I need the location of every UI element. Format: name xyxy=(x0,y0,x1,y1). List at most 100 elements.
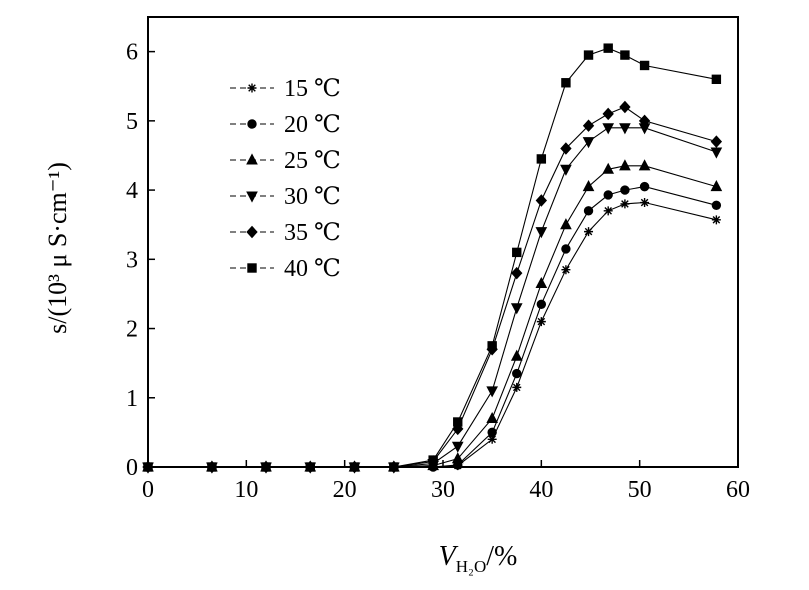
data-point xyxy=(560,142,572,155)
series-square xyxy=(143,43,722,472)
y-tick-label: 1 xyxy=(126,386,138,412)
series-triangle-down xyxy=(142,123,723,474)
legend-marker xyxy=(246,191,258,203)
y-tick-label: 5 xyxy=(126,109,138,135)
data-point xyxy=(486,411,498,424)
data-point xyxy=(619,159,631,171)
data-point xyxy=(510,303,523,315)
x-axis-title: VH₂O/% xyxy=(439,541,518,576)
legend-item: 30 ℃ xyxy=(230,184,341,210)
series-line xyxy=(148,127,717,468)
data-point xyxy=(486,386,498,398)
data-point xyxy=(207,462,217,472)
data-point xyxy=(536,299,547,310)
data-point xyxy=(619,123,631,135)
data-point xyxy=(535,194,548,207)
x-axis-title-main: V xyxy=(439,541,459,572)
data-point xyxy=(603,190,613,200)
data-point xyxy=(582,119,595,132)
data-point xyxy=(710,180,723,192)
data-point xyxy=(620,50,630,60)
data-point xyxy=(639,60,650,71)
series-group xyxy=(142,43,723,474)
data-point xyxy=(510,349,523,361)
series-star xyxy=(143,198,721,472)
legend-label: 40 ℃ xyxy=(284,256,341,282)
legend-item: 35 ℃ xyxy=(230,220,341,246)
data-point xyxy=(487,427,497,438)
data-point xyxy=(582,137,595,149)
data-point xyxy=(711,200,722,211)
data-point xyxy=(305,462,315,472)
data-point xyxy=(561,244,571,254)
legend-label: 20 ℃ xyxy=(284,112,341,138)
data-point xyxy=(535,276,548,289)
y-tick-label: 4 xyxy=(126,178,138,204)
axis-ticks: 0 10 20 30 40 50 60 0 1 2 3 4 5 6 xyxy=(126,40,750,503)
x-axis-title-unit: /% xyxy=(486,541,517,572)
data-point xyxy=(620,185,630,195)
y-tick-label: 0 xyxy=(126,455,138,481)
data-point xyxy=(536,154,547,164)
data-point xyxy=(511,266,523,280)
data-point xyxy=(451,441,464,453)
y-axis-title: s/(10³ μ S·cm⁻¹) xyxy=(43,162,72,334)
x-tick-label: 60 xyxy=(726,477,750,503)
data-point xyxy=(710,135,723,148)
data-point xyxy=(603,206,613,216)
legend-marker xyxy=(246,225,258,239)
legend-label: 35 ℃ xyxy=(284,220,341,246)
data-point xyxy=(487,341,497,351)
legend-marker xyxy=(247,83,257,93)
y-tick-label: 3 xyxy=(126,247,138,273)
data-point xyxy=(560,164,572,176)
data-point xyxy=(512,247,522,258)
series-line xyxy=(148,106,717,468)
data-point xyxy=(583,206,594,216)
data-point xyxy=(711,74,722,85)
legend-marker xyxy=(247,119,257,129)
legend-item: 20 ℃ xyxy=(230,112,341,138)
data-point xyxy=(389,462,399,472)
series-line xyxy=(148,165,717,468)
data-point xyxy=(602,162,615,174)
y-tick-label: 2 xyxy=(126,317,138,343)
data-point xyxy=(349,462,360,472)
data-point xyxy=(639,181,650,192)
x-tick-label: 50 xyxy=(628,477,652,503)
legend-item: 40 ℃ xyxy=(230,256,341,282)
data-point xyxy=(711,215,721,225)
data-point xyxy=(640,198,650,208)
y-tick-label: 6 xyxy=(126,40,138,66)
data-point xyxy=(560,218,572,230)
x-tick-label: 40 xyxy=(529,477,553,503)
data-point xyxy=(603,43,613,53)
data-point xyxy=(428,455,438,465)
legend-marker xyxy=(246,153,258,165)
x-tick-label: 10 xyxy=(234,477,258,503)
data-point xyxy=(561,78,571,88)
data-point xyxy=(710,147,723,159)
x-tick-label: 0 xyxy=(142,477,154,503)
data-point xyxy=(602,107,614,121)
x-axis-title-subscript: H₂O xyxy=(456,557,486,576)
data-point xyxy=(487,434,497,444)
data-point xyxy=(261,462,271,472)
data-point xyxy=(582,180,595,192)
data-point xyxy=(512,368,522,379)
series-line xyxy=(148,186,717,468)
data-point xyxy=(638,159,651,171)
data-point xyxy=(602,123,615,135)
legend-item: 25 ℃ xyxy=(230,148,341,174)
series-triangle-up xyxy=(142,159,723,472)
data-point xyxy=(561,265,571,275)
data-point xyxy=(143,462,153,472)
legend-marker xyxy=(247,263,257,273)
series-circle xyxy=(143,181,722,472)
series-diamond xyxy=(142,100,723,474)
x-tick-label: 30 xyxy=(431,477,455,503)
data-point xyxy=(638,114,651,128)
data-point xyxy=(583,50,594,60)
plot-frame xyxy=(147,16,739,468)
